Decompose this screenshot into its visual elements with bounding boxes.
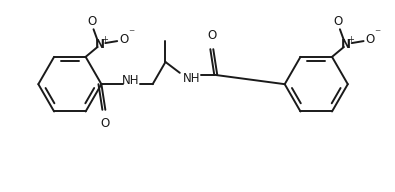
Text: O: O — [366, 33, 375, 46]
Text: +: + — [101, 35, 108, 44]
Text: N: N — [94, 38, 104, 50]
Text: O: O — [101, 117, 110, 130]
Text: +: + — [347, 35, 354, 44]
Text: NH: NH — [122, 74, 140, 87]
Text: NH: NH — [183, 72, 200, 85]
Text: O: O — [333, 15, 342, 28]
Text: O: O — [119, 33, 129, 46]
Text: ⁻: ⁻ — [128, 28, 134, 41]
Text: N: N — [341, 38, 351, 50]
Text: O: O — [208, 29, 217, 42]
Text: O: O — [87, 15, 96, 28]
Text: ⁻: ⁻ — [374, 28, 380, 41]
